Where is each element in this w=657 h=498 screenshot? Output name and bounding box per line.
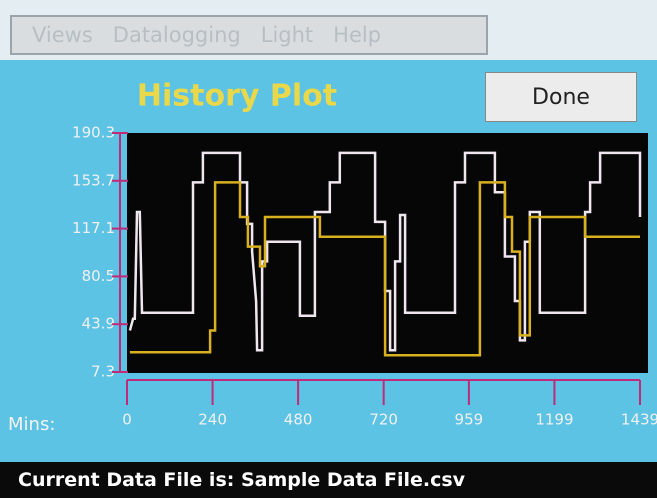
y-tick-label: 153.7 <box>72 171 115 189</box>
x-tick-label: 480 <box>284 411 313 429</box>
x-tick-label: 959 <box>455 411 484 429</box>
y-tick-label: 190.3 <box>72 124 115 142</box>
menu-item[interactable]: Views <box>32 23 93 47</box>
chart-title: History Plot <box>137 79 337 114</box>
menu-item[interactable]: Datalogging <box>113 23 241 47</box>
menu-bar: Views Datalogging Light Help <box>10 15 488 55</box>
x-axis-label: Mins: <box>8 414 55 435</box>
y-tick-label: 7.3 <box>91 363 115 381</box>
x-tick-label: 240 <box>198 411 227 429</box>
y-tick-label: 80.5 <box>82 267 115 285</box>
y-tick-label: 117.1 <box>72 219 115 237</box>
y-tick-label: 43.9 <box>82 315 115 333</box>
status-footer: Current Data File is: Sample Data File.c… <box>0 462 657 498</box>
x-tick-label: 1199 <box>535 411 573 429</box>
plot-area <box>127 133 648 373</box>
menu-item[interactable]: Light <box>261 23 313 47</box>
x-tick-label: 720 <box>369 411 398 429</box>
x-tick-label: 0 <box>122 411 132 429</box>
x-tick-label: 1439 <box>621 411 657 429</box>
done-button[interactable]: Done <box>485 72 637 122</box>
screen: Views Datalogging Light Help History Plot M… <box>0 0 657 498</box>
top-bar: Views Datalogging Light Help <box>0 0 657 60</box>
menu-item[interactable]: Help <box>333 23 381 47</box>
